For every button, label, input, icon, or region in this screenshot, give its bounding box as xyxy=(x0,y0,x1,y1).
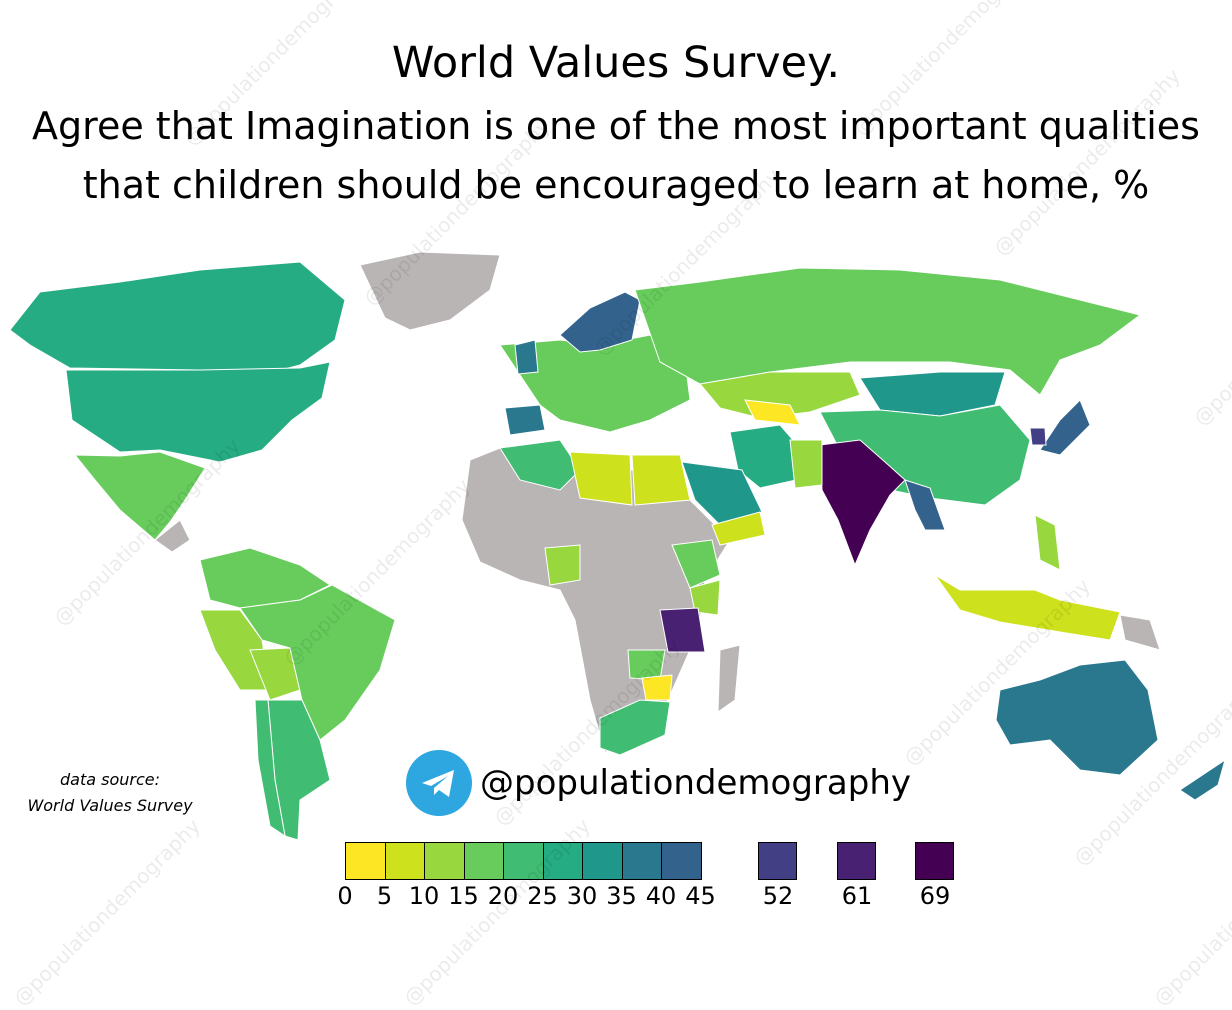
country-madagascar xyxy=(717,644,741,713)
legend-swatch-35-40 xyxy=(621,842,662,880)
country-egypt xyxy=(631,454,691,506)
country-united-states xyxy=(65,361,331,463)
legend-swatch-15-20 xyxy=(463,842,504,880)
country-brazil xyxy=(239,584,396,741)
legend-tick-label: 45 xyxy=(685,882,716,910)
country-ethiopia xyxy=(671,539,721,589)
source-name: World Values Survey xyxy=(27,796,193,815)
legend-swatch-40-45 xyxy=(661,842,702,880)
map-subtitle-line-1: Agree that Imagination is one of the mos… xyxy=(32,104,1200,148)
country-pakistan xyxy=(789,439,823,489)
world-choropleth-map xyxy=(9,251,1226,841)
country-new-zealand xyxy=(1179,758,1226,801)
legend-label-69: 69 xyxy=(919,882,951,910)
legend-swatch-5-10 xyxy=(384,842,425,880)
legend-swatch-30-35 xyxy=(582,842,623,880)
legend-swatch-52 xyxy=(758,842,797,880)
legend-tick-label: 0 xyxy=(337,882,353,910)
country-indonesia xyxy=(934,574,1121,641)
source-label: data source: xyxy=(60,770,160,789)
country-chile xyxy=(254,699,286,838)
legend-tick-label: 20 xyxy=(487,882,519,910)
country-australia xyxy=(995,659,1159,776)
country-uzbekistan xyxy=(744,399,801,426)
country-scandinavia xyxy=(559,291,641,353)
legend-tick-label: 25 xyxy=(527,882,558,910)
country-kazakhstan xyxy=(699,371,861,419)
country-algeria xyxy=(499,439,581,491)
legend-swatch-61 xyxy=(837,842,876,880)
country-yemen xyxy=(711,511,766,546)
country-japan xyxy=(1039,399,1091,456)
country-myanmar xyxy=(904,479,946,531)
legend-label-61: 61 xyxy=(841,882,873,910)
country-spain xyxy=(504,404,546,436)
country-zimbabwe xyxy=(641,674,673,701)
legend-tick-label: 5 xyxy=(376,882,393,910)
country-nigeria xyxy=(544,544,581,586)
country-canada xyxy=(9,261,346,379)
legend-swatch-20-25 xyxy=(503,842,544,880)
country-tanzania xyxy=(659,607,706,653)
legend-tick-label: 35 xyxy=(606,882,637,910)
country-philippines xyxy=(1034,514,1061,571)
legend-tick-label: 40 xyxy=(645,882,677,910)
country-central-america xyxy=(154,519,191,553)
country-kenya xyxy=(689,579,721,616)
country-zambia xyxy=(627,649,666,681)
legend-swatch-0-5 xyxy=(345,842,386,880)
country-south-africa xyxy=(599,699,671,756)
legend-swatch-69 xyxy=(915,842,954,880)
telegram-icon xyxy=(406,750,472,816)
country-united-kingdom xyxy=(514,339,539,375)
legend-tick-label: 15 xyxy=(448,882,479,910)
country-libya xyxy=(569,451,633,506)
legend-tick-label: 10 xyxy=(408,882,440,910)
country-greenland xyxy=(359,251,501,331)
legend-tick-label: 30 xyxy=(566,882,598,910)
brand-handle: @populationdemography xyxy=(480,763,911,803)
legend-label-52: 52 xyxy=(762,882,794,910)
map-title: World Values Survey. xyxy=(391,38,841,88)
country-india xyxy=(819,439,906,567)
map-subtitle-line-2: that children should be encouraged to le… xyxy=(82,163,1150,207)
country-south-korea xyxy=(1029,427,1047,446)
legend-swatch-25-30 xyxy=(542,842,583,880)
legend-swatch-10-15 xyxy=(424,842,465,880)
brand: @populationdemography xyxy=(406,750,911,816)
country-mexico xyxy=(73,451,206,541)
country-papua-new-guinea xyxy=(1119,614,1161,651)
